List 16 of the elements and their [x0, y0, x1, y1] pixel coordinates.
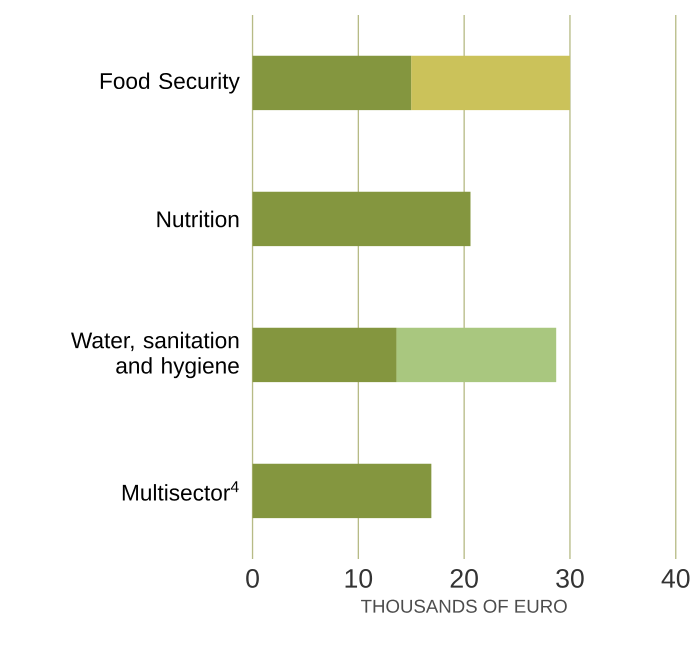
y-tick-label: Water, sanitation and hygiene [71, 332, 239, 378]
x-tick-label: 20 [450, 569, 478, 588]
y-tick-label: Multisector$^{4}$ [122, 481, 239, 501]
x-axis-title: THOUSANDS OF EURO [361, 600, 567, 613]
bar [411, 56, 570, 110]
bar [252, 56, 412, 110]
y-tick-label: Food Security [100, 72, 240, 94]
x-tick-label: 10 [346, 569, 372, 588]
x-tick-label: 40 [662, 569, 690, 588]
bar [252, 328, 396, 382]
bar [252, 192, 470, 246]
y-tick-label: Nutrition [157, 210, 238, 228]
bar [252, 464, 432, 518]
x-tick-label: 0 [246, 569, 259, 588]
x-tick-label: 30 [556, 569, 584, 588]
bar [396, 328, 556, 382]
